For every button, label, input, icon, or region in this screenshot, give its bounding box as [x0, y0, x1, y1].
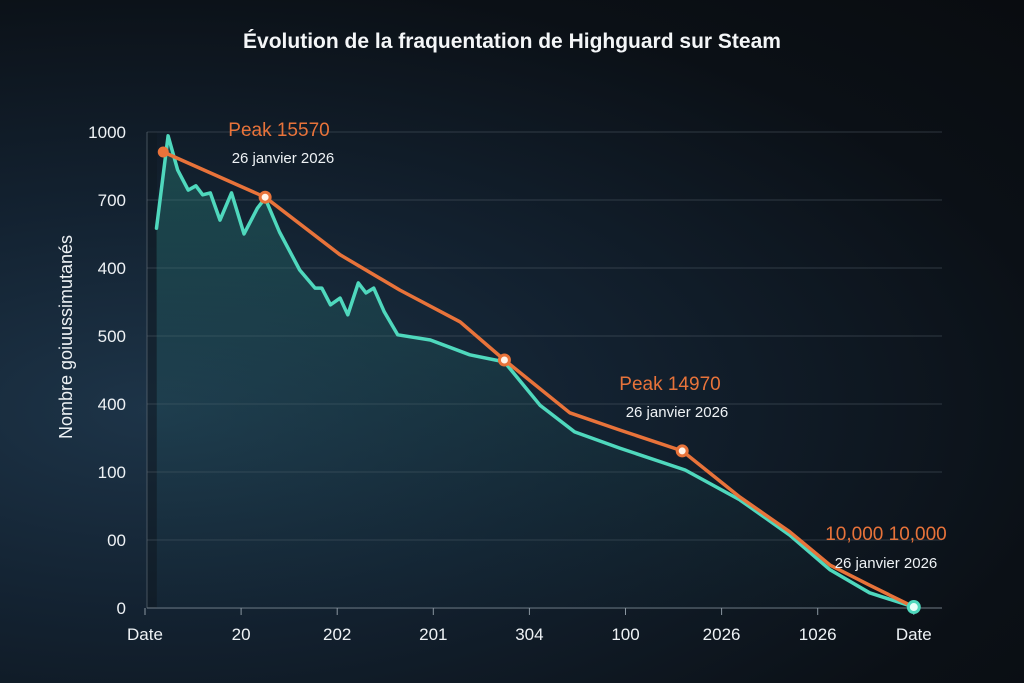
y-tick-label: 1000 — [88, 123, 126, 142]
annotation-date: 26 janvier 2026 — [232, 150, 335, 167]
x-tick-label: 20 — [232, 625, 251, 644]
y-tick-label: 400 — [98, 395, 126, 414]
teal-series-line — [154, 134, 916, 609]
series-area-fill — [156, 135, 914, 609]
data-point-marker — [497, 353, 511, 367]
y-axis-label: Nombre goiuussimutanés — [56, 235, 76, 439]
annotation-date: 26 janvier 2026 — [835, 555, 938, 572]
annotation-title: Peak 15570 — [228, 120, 329, 141]
x-tick-label: Date — [896, 625, 932, 644]
x-tick-label: 2026 — [703, 625, 741, 644]
data-point-marker — [906, 600, 921, 615]
annotation-title: 10,000 10,000 — [825, 524, 947, 545]
data-point-marker — [157, 146, 169, 158]
x-tick-label: 201 — [419, 625, 447, 644]
x-tick-label: 1026 — [799, 625, 837, 644]
x-tick-label: 100 — [611, 625, 639, 644]
annotation-title: Peak 14970 — [619, 374, 720, 395]
y-tick-label: 100 — [98, 463, 126, 482]
y-tick-label: 00 — [107, 531, 126, 550]
x-tick-label: Date — [127, 625, 163, 644]
y-tick-label: 500 — [98, 327, 126, 346]
y-tick-label: 700 — [98, 191, 126, 210]
x-tick-label: 202 — [323, 625, 351, 644]
y-tick-label: 400 — [98, 259, 126, 278]
y-tick-label: 0 — [117, 599, 126, 618]
orange-series-line — [161, 150, 916, 609]
chart-title: Évolution de la fraquentation de Highgua… — [243, 30, 781, 53]
data-point-marker — [675, 444, 689, 458]
plot-left-band — [147, 132, 157, 608]
data-point-marker — [258, 190, 272, 204]
annotation-date: 26 janvier 2026 — [626, 404, 729, 421]
x-tick-label: 304 — [515, 625, 543, 644]
